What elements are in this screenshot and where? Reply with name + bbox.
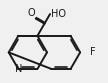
Text: N: N <box>15 64 22 74</box>
Text: HO: HO <box>51 9 66 19</box>
Text: O: O <box>27 8 35 18</box>
Text: F: F <box>90 47 95 57</box>
